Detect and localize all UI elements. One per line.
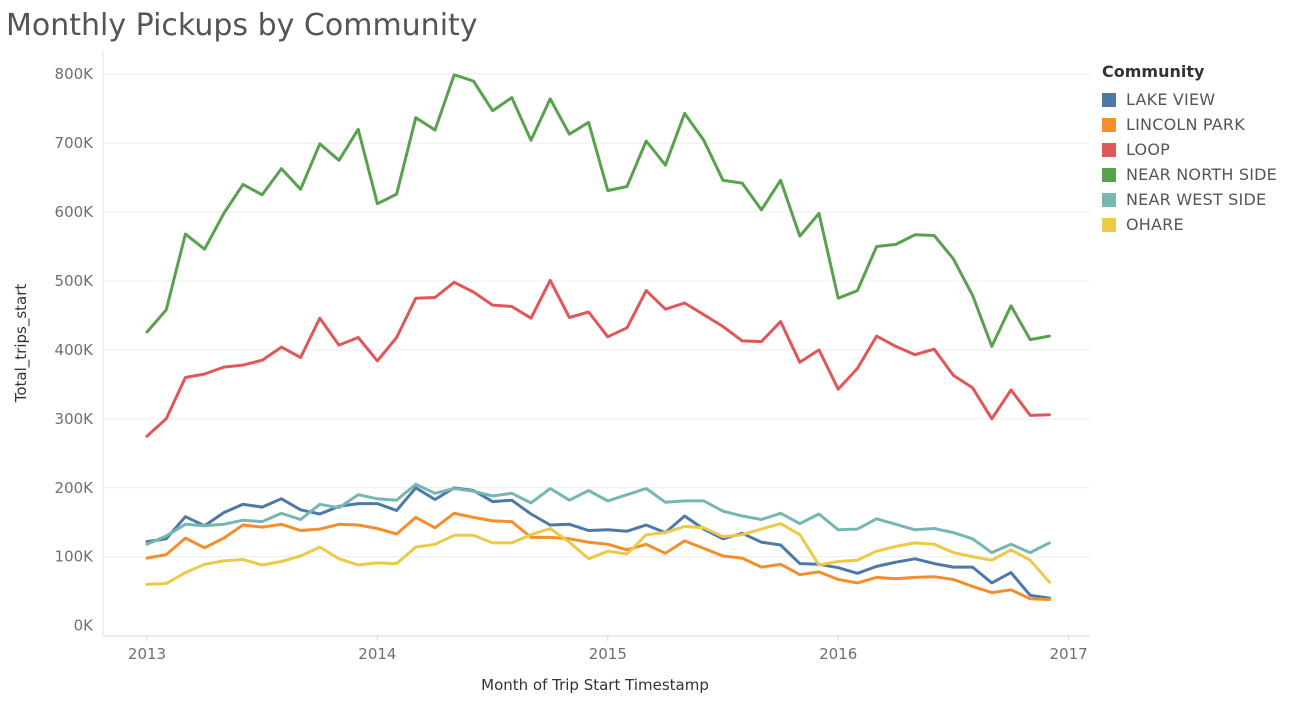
legend-item-ohare[interactable]: OHARE: [1102, 212, 1277, 237]
y-tick-label: 600K: [55, 203, 95, 221]
y-axis-ticks: 0K 100K 200K 300K 400K 500K 600K 700K 800K: [55, 65, 95, 635]
x-tick-label: 2014: [358, 645, 396, 663]
series-line-lincoln-park[interactable]: [145, 511, 1051, 601]
legend-swatch: [1102, 92, 1116, 107]
legend-label: LINCOLN PARK: [1126, 115, 1245, 134]
series-line-near-north-side[interactable]: [145, 73, 1051, 348]
x-tick-label: 2013: [128, 645, 166, 663]
legend-title: Community: [1102, 62, 1205, 81]
series-line-near-west-side[interactable]: [145, 482, 1051, 555]
x-axis-ticks: 2013 2014 2015 2016 2017: [128, 636, 1088, 663]
legend-items: LAKE VIEW LINCOLN PARK LOOP NEAR NORTH SIDE…: [1102, 87, 1277, 237]
legend-label: LAKE VIEW: [1126, 90, 1216, 109]
y-tick-label: 700K: [55, 134, 95, 152]
legend-item-lake-view[interactable]: LAKE VIEW: [1102, 87, 1277, 112]
y-tick-label: 800K: [55, 65, 95, 83]
y-axis-title: Total_trips_start: [12, 284, 31, 404]
chart-title: Monthly Pickups by Community: [6, 8, 478, 43]
legend-swatch: [1102, 192, 1116, 207]
legend-label: OHARE: [1126, 215, 1184, 234]
x-tick-label: 2016: [819, 645, 857, 663]
series-lines: [145, 73, 1051, 601]
y-tick-label: 100K: [55, 548, 95, 566]
x-axis-title: Month of Trip Start Timestamp: [481, 676, 709, 694]
legend-item-lincoln-park[interactable]: LINCOLN PARK: [1102, 112, 1277, 137]
y-tick-label: 500K: [55, 272, 95, 290]
y-tick-label: 200K: [55, 479, 95, 497]
legend-label: NEAR WEST SIDE: [1126, 190, 1267, 209]
legend-label: LOOP: [1126, 140, 1170, 159]
legend-item-near-north-side[interactable]: NEAR NORTH SIDE: [1102, 162, 1277, 187]
legend-swatch: [1102, 167, 1116, 182]
y-tick-label: 300K: [55, 410, 95, 428]
legend-swatch: [1102, 117, 1116, 132]
y-tick-label: 400K: [55, 341, 95, 359]
legend: Community LAKE VIEW LINCOLN PARK LOOP NEAR …: [1102, 62, 1277, 237]
legend-item-loop[interactable]: LOOP: [1102, 137, 1277, 162]
series-line-loop[interactable]: [145, 278, 1051, 438]
gridlines: [103, 73, 1090, 558]
series-line-ohare[interactable]: [145, 522, 1051, 586]
series-line-lake-view[interactable]: [145, 486, 1051, 600]
axes: [102, 50, 1090, 637]
legend-label: NEAR NORTH SIDE: [1126, 165, 1277, 184]
y-tick-label: 0K: [74, 617, 95, 635]
x-tick-label: 2017: [1050, 645, 1088, 663]
legend-item-near-west-side[interactable]: NEAR WEST SIDE: [1102, 187, 1277, 212]
legend-swatch: [1102, 142, 1116, 157]
x-tick-label: 2015: [589, 645, 627, 663]
legend-swatch: [1102, 217, 1116, 232]
